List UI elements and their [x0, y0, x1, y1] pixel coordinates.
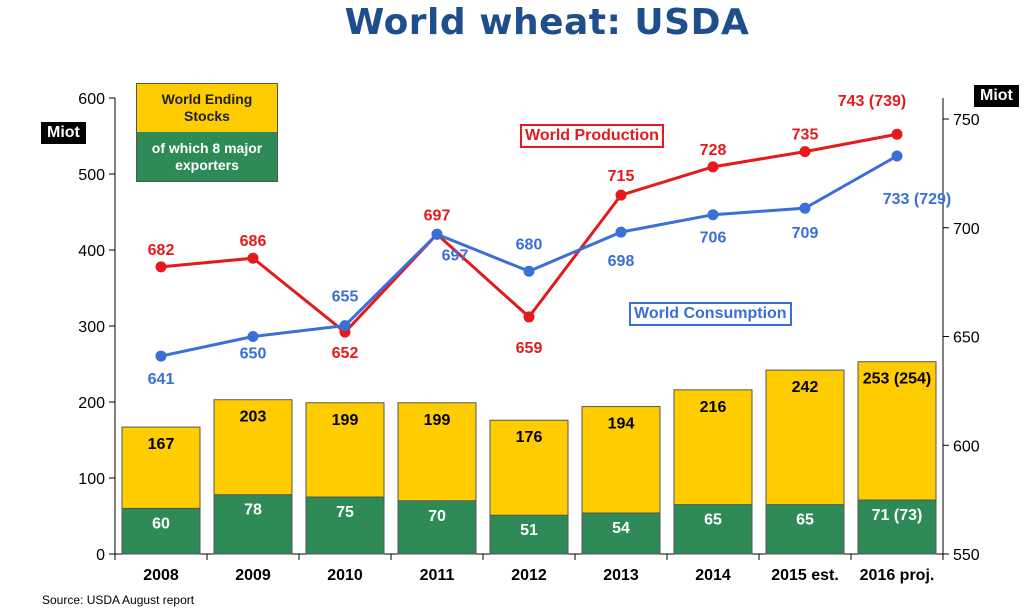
x-axis-tick-label: 2012 — [511, 567, 547, 584]
x-axis-tick-label: 2015 est. — [771, 567, 839, 584]
bar-major-exporters-label: 65 — [796, 512, 814, 529]
consumption-point — [247, 331, 259, 342]
right-axis-tick-label: 650 — [953, 330, 980, 347]
production-point — [615, 189, 627, 201]
left-axis-tick-label: 600 — [78, 91, 105, 108]
right-axis-unit: Miot — [974, 85, 1019, 107]
consumption-point-label: 655 — [332, 289, 359, 306]
consumption-series-label: World Consumption — [629, 302, 792, 326]
bar-major-exporters — [305, 496, 385, 555]
production-series-label: World Production — [520, 124, 664, 148]
production-point — [891, 128, 903, 140]
chart-title: World wheat: USDA — [344, 2, 750, 43]
right-axis-tick-label: 700 — [953, 221, 980, 238]
production-point — [707, 161, 719, 173]
bar-ending-stocks-label: 216 — [700, 399, 727, 416]
bar-ending-stocks-label: 194 — [608, 416, 635, 433]
bar-ending-stocks-label: 176 — [516, 429, 543, 446]
production-point — [155, 261, 167, 273]
consumption-point — [707, 209, 719, 221]
left-axis-tick-label: 400 — [78, 243, 105, 260]
bar-major-exporters-label: 78 — [244, 502, 262, 519]
x-axis-tick-label: 2010 — [327, 567, 363, 584]
consumption-point-label: 698 — [608, 253, 635, 270]
left-axis-tick-label: 200 — [78, 395, 105, 412]
production-point — [523, 311, 535, 323]
production-point-label: 735 — [792, 127, 819, 144]
x-axis-tick-label: 2014 — [695, 567, 731, 584]
production-point-label: 652 — [332, 345, 359, 362]
consumption-point — [891, 150, 903, 162]
production-point-label: 715 — [608, 168, 635, 185]
bar-ending-stocks-label: 203 — [240, 409, 267, 426]
bar-major-exporters — [397, 500, 477, 555]
consumption-point — [431, 228, 443, 240]
production-point — [799, 146, 811, 158]
consumption-point-label: 709 — [792, 225, 819, 242]
bar-major-exporters-label: 70 — [428, 508, 446, 525]
bar-ending-stocks-label: 199 — [424, 412, 451, 429]
x-axis-tick-label: 2016 proj. — [860, 567, 935, 584]
production-point-label: 659 — [516, 340, 543, 357]
bar-major-exporters — [213, 494, 293, 555]
legend-ending-stocks: World Ending Stocks — [137, 84, 277, 132]
legend-major-exporters: of which 8 major exporters — [137, 132, 277, 181]
right-axis-tick-label: 600 — [953, 438, 980, 455]
consumption-point-label: 733 (729) — [883, 191, 952, 208]
right-axis-tick-label: 550 — [953, 547, 980, 564]
source-note: Source: USDA August report — [42, 593, 195, 607]
bar-major-exporters — [765, 504, 845, 555]
left-axis-tick-label: 0 — [96, 547, 105, 564]
consumption-line — [160, 154, 898, 358]
bar-major-exporters — [121, 507, 201, 555]
consumption-point — [523, 265, 535, 277]
bar-ending-stocks-label: 253 (254) — [863, 371, 932, 388]
consumption-point — [339, 320, 351, 332]
bar-major-exporters-label: 65 — [704, 512, 722, 529]
bar-major-exporters-label: 51 — [520, 522, 538, 539]
consumption-point — [615, 226, 627, 238]
consumption-point — [155, 350, 167, 362]
production-point-label: 682 — [148, 242, 175, 259]
bar-major-exporters-label: 54 — [612, 520, 630, 537]
left-axis-tick-label: 100 — [78, 471, 105, 488]
x-axis-tick-label: 2008 — [143, 567, 179, 584]
consumption-point — [799, 202, 811, 214]
bar-ending-stocks-label: 167 — [148, 436, 175, 453]
bar-major-exporters-label: 71 (73) — [872, 507, 923, 524]
production-point-label: 743 (739) — [838, 93, 907, 110]
production-point-label: 728 — [700, 142, 727, 159]
consumption-point-label: 697 — [442, 247, 469, 264]
production-point-label: 697 — [424, 207, 451, 224]
consumption-point-label: 650 — [240, 346, 267, 363]
bar-major-exporters-label: 75 — [336, 504, 354, 521]
bar-ending-stocks-label: 199 — [332, 412, 359, 429]
legend: World Ending Stocks of which 8 major exp… — [136, 83, 278, 182]
x-axis-tick-label: 2013 — [603, 567, 639, 584]
bar-major-exporters — [673, 504, 753, 555]
consumption-point-label: 641 — [148, 371, 175, 388]
right-axis-tick-label: 750 — [953, 112, 980, 129]
bar-major-exporters — [489, 514, 569, 555]
left-axis-tick-label: 500 — [78, 167, 105, 184]
bar-ending-stocks-label: 242 — [792, 379, 819, 396]
production-point-label: 686 — [240, 233, 267, 250]
production-point — [247, 252, 259, 264]
left-axis-unit: Miot — [41, 122, 86, 144]
consumption-point-label: 680 — [516, 236, 543, 253]
left-axis-tick-label: 300 — [78, 319, 105, 336]
bar-major-exporters — [857, 499, 937, 555]
bar-major-exporters — [581, 512, 661, 555]
x-axis-tick-label: 2009 — [235, 567, 271, 584]
bar-major-exporters-label: 60 — [152, 515, 170, 532]
x-axis-tick-label: 2011 — [420, 567, 455, 584]
consumption-point-label: 706 — [700, 230, 727, 247]
